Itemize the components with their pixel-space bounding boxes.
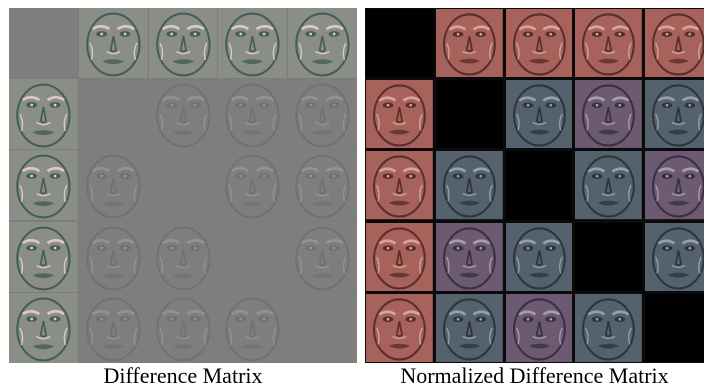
matrix-diagonal-cell bbox=[645, 293, 704, 362]
matrix-diagonal-cell bbox=[78, 79, 148, 150]
face-difference-thumbnail bbox=[505, 9, 573, 78]
face-difference-thumbnail bbox=[288, 221, 357, 292]
face-difference-thumbnail bbox=[288, 79, 357, 150]
face-difference-thumbnail bbox=[148, 292, 218, 363]
face-difference-thumbnail bbox=[78, 221, 148, 292]
difference-matrix-grid bbox=[9, 8, 357, 363]
face-difference-thumbnail bbox=[505, 293, 573, 362]
face-difference-thumbnail bbox=[288, 8, 357, 79]
face-difference-thumbnail bbox=[9, 150, 78, 221]
face-difference-thumbnail bbox=[505, 222, 573, 291]
face-difference-thumbnail bbox=[505, 80, 573, 149]
face-difference-thumbnail bbox=[288, 150, 357, 221]
face-difference-thumbnail bbox=[148, 79, 218, 150]
face-difference-thumbnail bbox=[366, 80, 433, 149]
face-difference-thumbnail bbox=[575, 80, 643, 149]
face-difference-thumbnail bbox=[575, 293, 643, 362]
matrix-diagonal-cell bbox=[505, 151, 573, 220]
face-difference-thumbnail bbox=[645, 222, 704, 291]
face-difference-thumbnail bbox=[218, 79, 288, 150]
face-difference-thumbnail bbox=[645, 151, 704, 220]
face-difference-thumbnail bbox=[435, 222, 503, 291]
face-difference-thumbnail bbox=[575, 9, 643, 78]
normalized-difference-matrix-caption: Normalized Difference Matrix bbox=[400, 363, 669, 388]
difference-matrix-panel bbox=[9, 8, 357, 363]
matrix-diagonal-cell bbox=[9, 8, 78, 79]
face-difference-thumbnail bbox=[78, 8, 148, 79]
face-difference-thumbnail bbox=[78, 150, 148, 221]
face-difference-thumbnail bbox=[435, 151, 503, 220]
face-difference-thumbnail bbox=[218, 8, 288, 79]
matrix-diagonal-cell bbox=[218, 221, 288, 292]
face-difference-thumbnail bbox=[645, 80, 704, 149]
face-difference-thumbnail bbox=[78, 292, 148, 363]
face-difference-thumbnail bbox=[645, 9, 704, 78]
normalized-difference-matrix-grid bbox=[365, 8, 704, 363]
face-difference-thumbnail bbox=[9, 79, 78, 150]
face-difference-thumbnail bbox=[9, 292, 78, 363]
matrix-diagonal-cell bbox=[288, 292, 357, 363]
face-difference-thumbnail bbox=[366, 151, 433, 220]
face-difference-thumbnail bbox=[218, 292, 288, 363]
face-difference-thumbnail bbox=[148, 8, 218, 79]
face-difference-thumbnail bbox=[435, 9, 503, 78]
face-difference-thumbnail bbox=[218, 150, 288, 221]
face-difference-thumbnail bbox=[435, 293, 503, 362]
face-difference-thumbnail bbox=[366, 222, 433, 291]
matrix-diagonal-cell bbox=[148, 150, 218, 221]
face-difference-thumbnail bbox=[575, 151, 643, 220]
face-difference-thumbnail bbox=[9, 221, 78, 292]
normalized-difference-matrix-panel bbox=[365, 8, 704, 363]
difference-matrix-caption: Difference Matrix bbox=[103, 363, 263, 388]
face-difference-thumbnail bbox=[148, 221, 218, 292]
face-difference-thumbnail bbox=[366, 293, 433, 362]
matrix-diagonal-cell bbox=[366, 9, 433, 78]
matrix-diagonal-cell bbox=[575, 222, 643, 291]
matrix-diagonal-cell bbox=[435, 80, 503, 149]
